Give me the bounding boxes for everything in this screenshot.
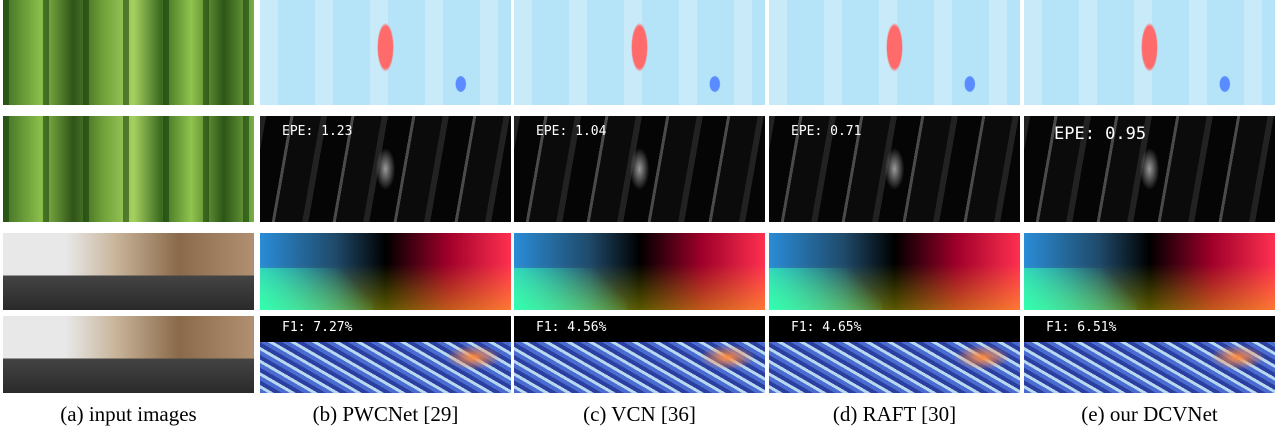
error-map: F1: 7.27% <box>260 316 511 393</box>
error-map: F1: 4.65% <box>769 316 1020 393</box>
flow-map <box>260 0 511 105</box>
epe-label: EPE: 0.71 <box>791 124 861 139</box>
epe-label: EPE: 1.23 <box>282 124 352 139</box>
input-image <box>3 116 254 222</box>
f1-label: F1: 4.56% <box>536 320 606 335</box>
error-texture <box>1024 342 1275 393</box>
flow-map <box>514 0 765 105</box>
figure: (a) input images EPE: 1.23 F1: 7.27% (b) PW… <box>0 0 1275 435</box>
f1-label: F1: 7.27% <box>282 320 352 335</box>
error-map: EPE: 0.95 <box>1024 116 1275 222</box>
flow-map <box>1024 0 1275 105</box>
error-texture <box>514 342 765 393</box>
error-texture <box>260 342 511 393</box>
error-map: F1: 6.51% <box>1024 316 1275 393</box>
error-map: F1: 4.56% <box>514 316 765 393</box>
input-image <box>3 233 254 310</box>
flow-map <box>1024 233 1275 310</box>
input-image <box>3 0 254 105</box>
error-map: EPE: 1.23 <box>260 116 511 222</box>
input-image <box>3 316 254 393</box>
caption: (a) input images <box>3 402 254 427</box>
caption: (b) PWCNet [29] <box>260 402 511 427</box>
epe-label: EPE: 1.04 <box>536 124 606 139</box>
epe-label: EPE: 0.95 <box>1054 124 1146 144</box>
caption: (d) RAFT [30] <box>769 402 1020 427</box>
flow-map <box>769 233 1020 310</box>
f1-label: F1: 6.51% <box>1046 320 1116 335</box>
flow-map <box>514 233 765 310</box>
flow-map <box>769 0 1020 105</box>
caption: (c) VCN [36] <box>514 402 765 427</box>
error-texture <box>769 342 1020 393</box>
caption: (e) our DCVNet <box>1024 402 1275 427</box>
error-map: EPE: 1.04 <box>514 116 765 222</box>
flow-map <box>260 233 511 310</box>
f1-label: F1: 4.65% <box>791 320 861 335</box>
error-map: EPE: 0.71 <box>769 116 1020 222</box>
